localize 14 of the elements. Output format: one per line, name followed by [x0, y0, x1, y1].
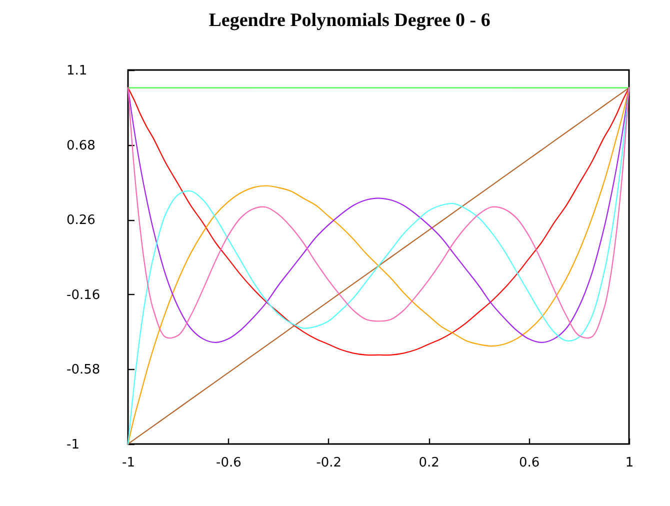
- x-tick-label: -0.6: [216, 456, 242, 470]
- line-series: [127, 87, 630, 445]
- y-tick-label: -1: [66, 438, 80, 452]
- chart-title: Legendre Polynomials Degree 0 - 6: [208, 10, 490, 31]
- y-tick-label: 0.68: [66, 138, 96, 154]
- x-tick-label: 0.2: [418, 456, 440, 470]
- y-tick-label: 1.1: [66, 64, 88, 78]
- y-tick-label: 0.26: [66, 213, 96, 228]
- x-tick-label: 1: [625, 456, 634, 470]
- y-tick-label: -0.58: [66, 362, 100, 378]
- x-tick-label: -1: [122, 456, 135, 470]
- x-tick-label: 0.6: [518, 456, 540, 470]
- y-tick-label: -0.16: [66, 288, 100, 303]
- x-tick-label: -0.2: [316, 456, 342, 470]
